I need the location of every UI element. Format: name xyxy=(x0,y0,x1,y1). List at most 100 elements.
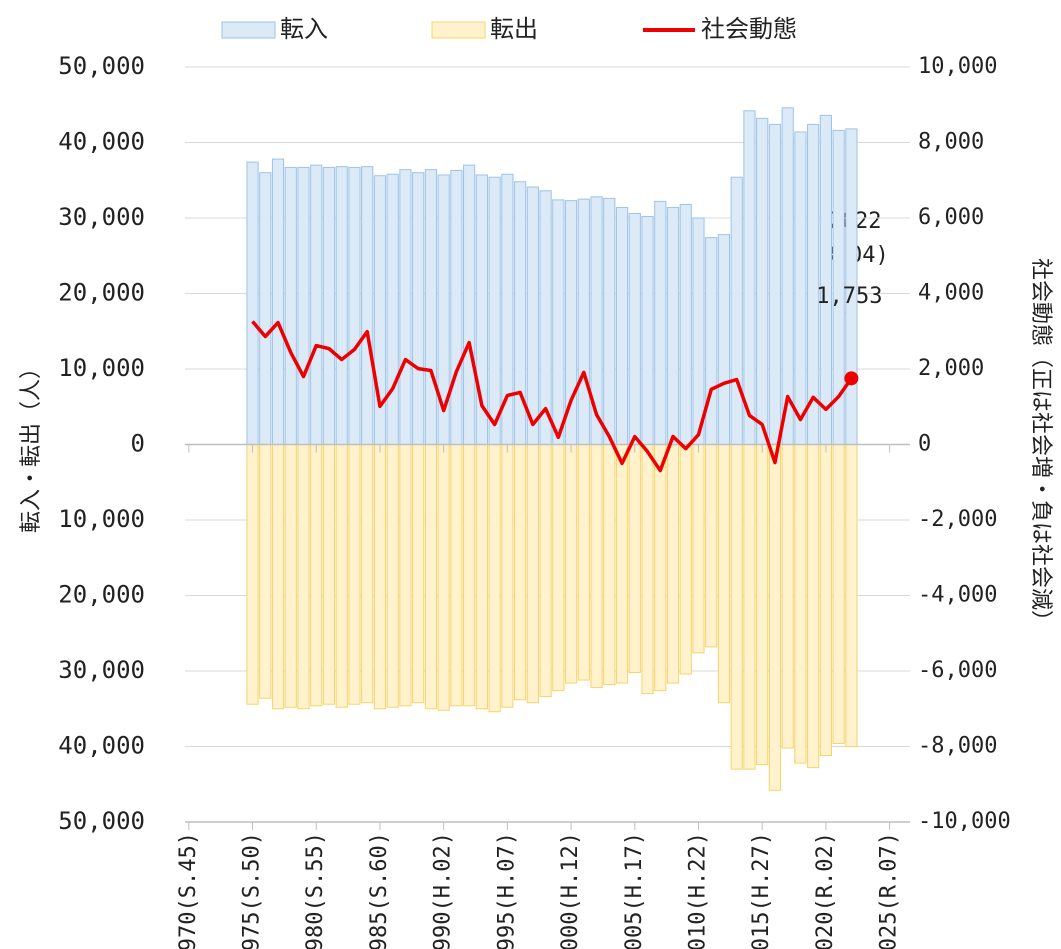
y2-tick-label: -8,000 xyxy=(918,734,997,759)
bar xyxy=(539,190,552,445)
x-tick-label: 1975(S.50) xyxy=(240,832,265,949)
bar xyxy=(310,164,323,445)
y-tick-label: 40,000 xyxy=(58,732,145,760)
bar xyxy=(450,444,463,707)
bar xyxy=(768,444,782,791)
bar xyxy=(373,444,387,710)
bar xyxy=(552,199,565,445)
y-tick-label: 20,000 xyxy=(58,581,145,609)
x-tick-label: 2005(H.17) xyxy=(622,832,647,949)
y-axis-label: 転入・転出（人） xyxy=(19,357,44,533)
x-tick-label: 2000(H.12) xyxy=(558,832,583,949)
bar xyxy=(297,444,310,710)
bar xyxy=(577,198,590,445)
x-tick-label: 1995(H.07) xyxy=(494,832,519,949)
bar xyxy=(514,444,527,701)
bar xyxy=(259,172,272,445)
y2-tick-label: -6,000 xyxy=(918,658,997,683)
bar xyxy=(781,444,794,749)
bar xyxy=(666,444,680,684)
bar xyxy=(654,444,667,692)
bar xyxy=(819,444,833,757)
bar xyxy=(322,166,336,445)
y2-tick-label: 10,000 xyxy=(918,54,997,79)
bar xyxy=(679,444,692,675)
legend-swatch xyxy=(431,21,486,39)
bar xyxy=(730,444,743,770)
bar xyxy=(756,444,769,766)
bar xyxy=(335,166,348,445)
bar xyxy=(717,444,731,704)
bar xyxy=(552,444,565,692)
bar xyxy=(526,186,539,445)
bar xyxy=(437,444,450,711)
bar xyxy=(794,444,807,764)
bar xyxy=(615,444,629,684)
y2-tick-label: -2,000 xyxy=(918,507,997,532)
legend-label: 転入 xyxy=(280,15,328,43)
y2-tick-label: -4,000 xyxy=(918,583,997,608)
bar xyxy=(310,444,323,707)
bar xyxy=(361,166,374,445)
bar xyxy=(603,197,616,445)
legend-swatch xyxy=(221,21,276,39)
bar xyxy=(564,444,578,684)
bar xyxy=(399,444,412,707)
bar xyxy=(615,206,629,445)
y-tick-label: 50,000 xyxy=(58,807,145,835)
point-marker xyxy=(844,371,859,386)
data-label: 1,753 xyxy=(816,284,882,309)
bar xyxy=(424,169,438,445)
x-tick-label: 2015(H.27) xyxy=(749,832,774,949)
bar xyxy=(259,444,272,699)
bar xyxy=(628,212,641,445)
bar xyxy=(526,444,539,704)
bar xyxy=(450,169,463,445)
y-tick-label: 50,000 xyxy=(58,52,145,80)
bar xyxy=(386,444,399,708)
bar xyxy=(271,158,285,446)
y2-tick-label: 2,000 xyxy=(918,356,984,381)
bar xyxy=(641,215,654,445)
y-tick-label: 30,000 xyxy=(58,656,145,684)
y2-tick-label: 4,000 xyxy=(918,281,984,306)
bar xyxy=(399,169,412,445)
bar xyxy=(348,166,361,445)
bar xyxy=(246,161,259,445)
bar xyxy=(488,176,501,445)
bar xyxy=(794,131,807,445)
bar xyxy=(463,164,476,445)
bar xyxy=(641,444,654,695)
bar xyxy=(348,444,361,705)
y2-tick-label: 0 xyxy=(918,432,931,457)
y-tick-label: 30,000 xyxy=(58,203,145,231)
y2-axis-label: 社会動態（正は社会増・負は社会減） xyxy=(1028,258,1053,632)
x-tick-label: 2020(R.02) xyxy=(813,832,838,949)
bar xyxy=(539,444,552,698)
bar xyxy=(832,444,845,744)
bar xyxy=(271,444,285,710)
y-tick-label: 10,000 xyxy=(58,354,145,382)
legend-label: 社会動態 xyxy=(701,15,797,43)
bar xyxy=(845,444,858,747)
y-tick-label: 0 xyxy=(131,430,145,458)
x-tick-label: 1990(H.02) xyxy=(431,832,456,949)
bar xyxy=(335,444,348,708)
y2-tick-label: 6,000 xyxy=(918,205,984,230)
bar xyxy=(322,444,336,705)
x-tick-label: 2010(H.22) xyxy=(685,832,710,949)
bar xyxy=(756,117,769,445)
bar xyxy=(412,444,425,704)
bar xyxy=(743,444,756,770)
bar xyxy=(246,444,259,705)
bar xyxy=(628,444,641,674)
y-tick-label: 20,000 xyxy=(58,279,145,307)
bar xyxy=(463,444,476,707)
bar xyxy=(730,176,743,445)
y-tick-label: 10,000 xyxy=(58,505,145,533)
bar xyxy=(386,173,399,446)
bar xyxy=(768,123,782,445)
bar xyxy=(424,444,438,710)
bar xyxy=(412,172,425,445)
